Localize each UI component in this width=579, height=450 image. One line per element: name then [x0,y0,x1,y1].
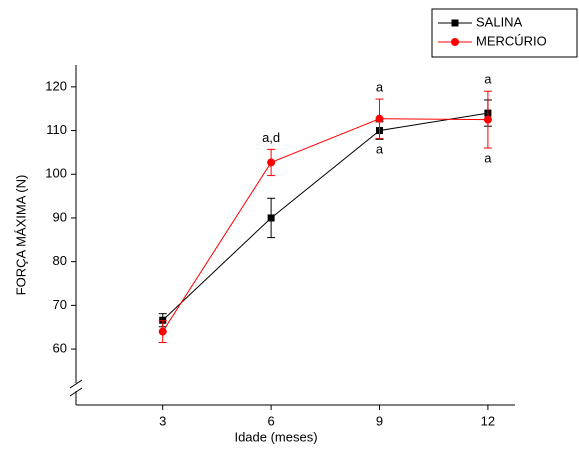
x-tick-label: 12 [481,413,495,428]
legend-marker [451,38,459,46]
marker [483,115,492,124]
marker [267,158,276,167]
legend-label: MERCÚRIO [476,33,547,48]
marker [375,114,384,123]
y-tick-label: 90 [53,209,67,224]
marker [267,214,275,222]
y-tick-label: 70 [53,297,67,312]
annotation: a [484,72,492,87]
legend-marker [451,19,459,27]
y-tick-label: 120 [45,78,67,93]
series-line [162,112,488,321]
axis-break [69,379,83,389]
y-tick-label: 110 [46,122,67,137]
annotation: a [376,142,384,157]
axis-break [69,387,83,397]
y-axis-label: FORÇA MÁXIMA (N) [13,175,28,296]
annotation: a [376,80,384,95]
y-tick-label: 80 [53,253,67,268]
legend-label: SALINA [476,14,523,29]
marker [158,327,167,336]
legend-box [431,8,578,58]
y-tick-label: 60 [53,340,67,355]
x-axis-label: Idade (meses) [234,429,317,444]
series-line [162,118,488,332]
y-tick-label: 100 [45,166,67,181]
annotation: a [484,150,492,165]
x-tick-label: 3 [159,413,166,428]
annotation: a,d [262,130,280,145]
x-tick-label: 9 [376,413,383,428]
x-tick-label: 6 [267,413,274,428]
